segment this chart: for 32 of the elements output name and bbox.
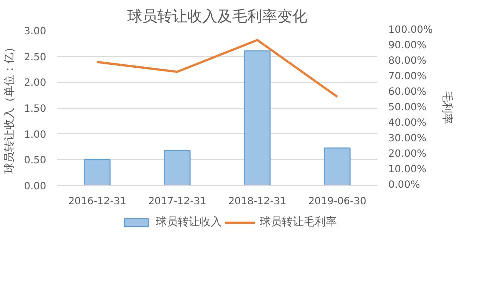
- y2-axis-title: 毛利率: [440, 92, 454, 124]
- y2-tick-label: 80.00%: [388, 56, 427, 67]
- y-tick-label: 0.50: [24, 156, 46, 167]
- x-tick-label: 2017-12-31: [148, 196, 207, 208]
- bar: [244, 50, 271, 186]
- y2-tick-label: 40.00%: [388, 118, 427, 129]
- y2-tick-label: 30.00%: [388, 134, 427, 144]
- x-tick-label: 2018-12-31: [228, 196, 287, 208]
- x-tick-label: 2016-12-31: [68, 196, 127, 208]
- chart-title: 球员转让收入及毛利率变化: [128, 8, 308, 26]
- y2-tick-label: 20.00%: [388, 149, 427, 160]
- y-tick-label: 3.00: [24, 26, 46, 38]
- line-series: [96, 39, 339, 98]
- bar: [164, 150, 191, 186]
- y2-tick-label: 70.00%: [388, 72, 427, 82]
- x-tick-label: 2019-06-30: [308, 196, 367, 208]
- legend-label: 球员转让收入: [156, 214, 222, 230]
- y-axis-title: 球员转让收入（单位：亿）: [3, 42, 16, 174]
- y-tick-label: 0.00: [24, 182, 46, 192]
- legend-label: 球员转让毛利率: [260, 214, 337, 230]
- y2-tick-label: 100.00%: [388, 25, 433, 36]
- y2-tick-label: 90.00%: [388, 40, 427, 52]
- y2-tick-label: 10.00%: [388, 164, 427, 176]
- y2-tick-label: 60.00%: [388, 87, 427, 98]
- y-tick-label: 1.00: [24, 130, 46, 141]
- y-tick-label: 1.50: [24, 104, 46, 115]
- y2-tick-label: 0.00%: [388, 180, 420, 191]
- bar: [84, 159, 111, 186]
- y-tick-label: 2.00: [24, 78, 46, 90]
- y-tick-label: 2.50: [24, 52, 46, 64]
- bar: [324, 148, 351, 186]
- y2-tick-label: 50.00%: [388, 102, 427, 114]
